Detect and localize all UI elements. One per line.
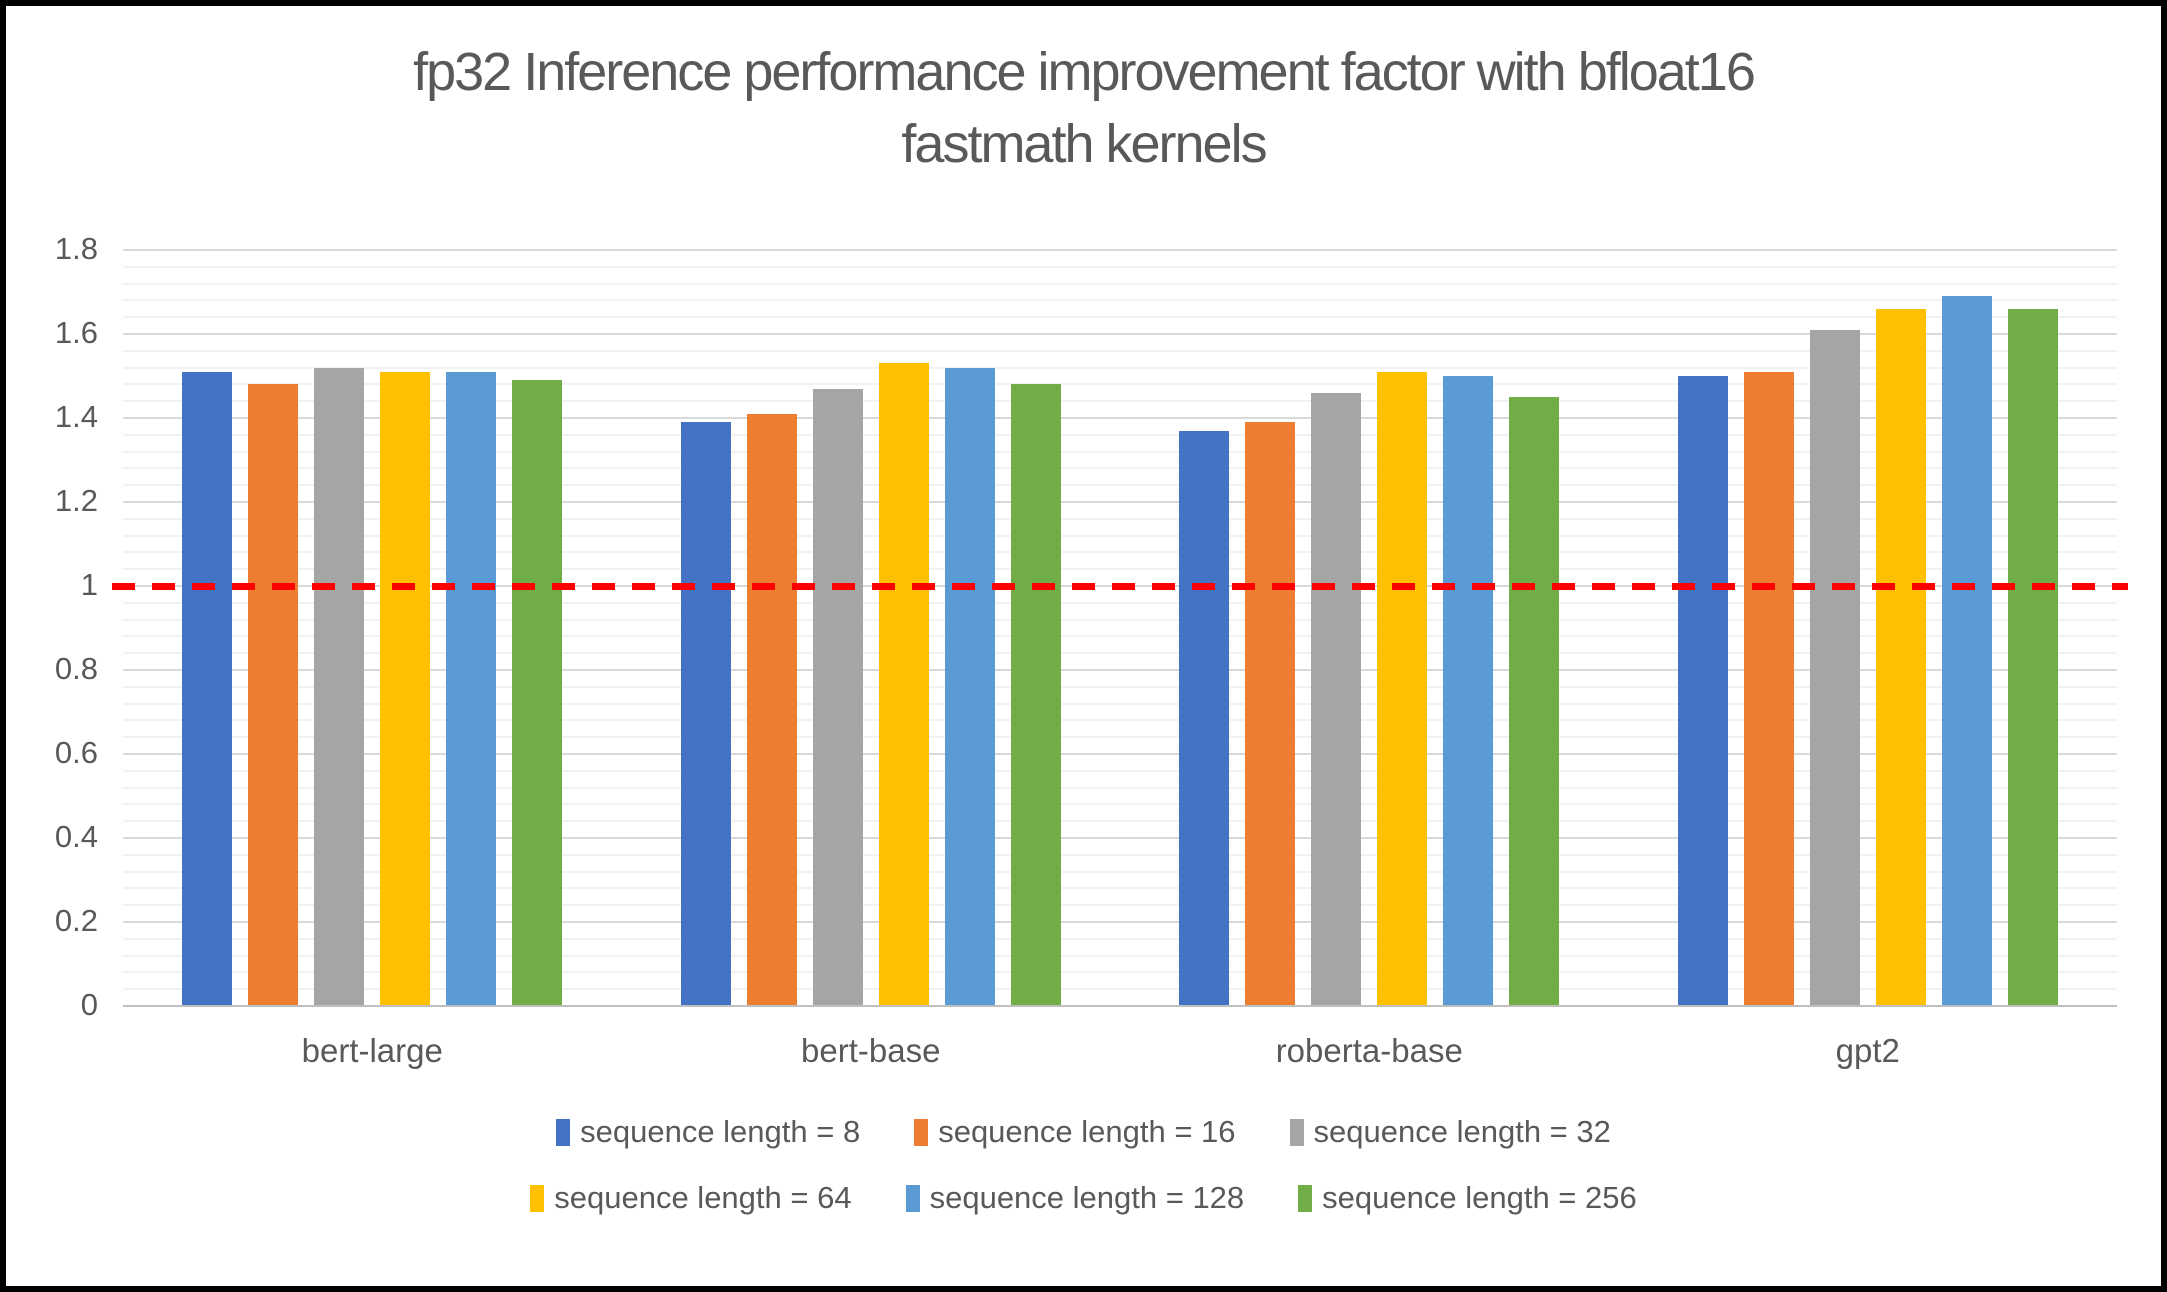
legend: sequence length = 8 sequence length = 16 s… [6,1114,2161,1216]
legend-label: sequence length = 256 [1322,1180,1637,1215]
bar-bert-base-seqseqseqseqseqseqseqseqseqseqseqseqseqseqseqseqseqseq8 [680,422,731,1006]
legend-item-4: sequence length = 64 [530,1180,852,1216]
bar-gpt2-seqseqseqseqseqseqseqseqseqseqseqseqseqseqseqseqseqseq128 [1941,296,1992,1006]
bar-bert-base-seqseqseqseqseqseqseqseqseqseqseqseqseqseqseqseqseqseq64 [878,363,929,1006]
bar-bert-large-seqseqseqseqseqseqseqseqseqseqseqseqseqseqseqseqseqseq16 [248,384,299,1006]
bar-bert-large-seqseqseqseqseqseqseqseqseqseqseqseqseqseqseqseqseqseq32 [314,367,365,1006]
legend-item-6: sequence length = 256 [1298,1180,1637,1216]
bar-bert-base-seqseqseqseqseqseqseqseqseqseqseqseqseqseqseqseqseqseq32 [812,388,863,1006]
chart-title-line-1: fp32 Inference performance improvement f… [413,42,1756,102]
y-tick-label-0.4: 0.4 [54,819,98,854]
bar-bert-base-seqseqseqseqseqseqseqseqseqseqseqseqseqseqseqseqseqseq128 [944,367,995,1006]
reference-line-y1 [112,582,2128,590]
bar-roberta-base-seqseqseqseqseqseqseqseqseqseqseqseqseqseqseqseqseqseq64 [1377,371,1428,1006]
minor-gridline [123,299,2117,302]
bar-bert-large-seqseqseqseqseqseqseqseqseqseqseqseqseqseqseqseqseqseq256 [512,380,563,1006]
y-tick-label-1.4: 1.4 [54,399,98,434]
minor-gridline [123,265,2117,268]
legend-label: sequence length = 32 [1313,1114,1611,1149]
legend-swatch-icon [556,1118,571,1146]
y-axis-labels: 0 0.2 0.4 0.6 0.8 1 1.2 1.4 1.6 1.8 [6,231,98,1022]
legend-swatch-icon [1298,1184,1313,1212]
y-tick-label-0.2: 0.2 [54,903,98,938]
bar-gpt2-seqseqseqseqseqseqseqseqseqseqseqseqseqseqseqseqseqseq16 [1743,371,1794,1006]
bar-gpt2-seqseqseqseqseqseqseqseqseqseqseqseqseqseqseqseqseqseq32 [1809,329,1860,1006]
legend-swatch-icon [914,1118,929,1146]
legend-item-3: sequence length = 32 [1289,1114,1611,1150]
bar-roberta-base-seqseqseqseqseqseqseqseqseqseqseqseqseqseqseqseqseqseq8 [1179,430,1230,1006]
legend-row-1: sequence length = 8 sequence length = 16 s… [556,1114,1611,1150]
chart-title-line-2: fastmath kernels [901,114,1267,174]
bar-gpt2-seqseqseqseqseqseqseqseqseqseqseqseqseqseqseqseqseqseq256 [2007,308,2058,1006]
legend-item-1: sequence length = 8 [556,1114,860,1150]
bar-bert-large-seqseqseqseqseqseqseqseqseqseqseqseqseqseqseqseqseqseq64 [380,371,431,1006]
x-category-label-gpt2: gpt2 [1835,1032,1900,1069]
bar-roberta-base-seqseqseqseqseqseqseqseqseqseqseqseqseqseqseqseqseqseq32 [1311,392,1362,1006]
legend-label: sequence length = 128 [929,1180,1245,1215]
legend-swatch-icon [530,1184,545,1212]
y-tick-label-1: 1 [80,567,98,602]
y-tick-label-0: 0 [80,987,98,1022]
y-tick-label-1.6: 1.6 [54,315,98,350]
x-category-label-roberta-base: roberta-base [1275,1032,1463,1069]
minor-gridline [123,316,2117,319]
bar-roberta-base-seqseqseqseqseqseqseqseqseqseqseqseqseqseqseqseqseqseq128 [1443,376,1494,1006]
bar-bert-large-seqseqseqseqseqseqseqseqseqseqseqseqseqseqseqseqseqseq8 [182,371,233,1006]
legend-item-5: sequence length = 128 [905,1180,1245,1216]
x-axis-line [123,1005,2117,1007]
minor-gridline [123,282,2117,285]
bar-bert-base-seqseqseqseqseqseqseqseqseqseqseqseqseqseqseqseqseqseq16 [746,413,797,1006]
legend-label: sequence length = 64 [554,1180,852,1215]
y-tick-label-0.8: 0.8 [54,651,98,686]
legend-item-2: sequence length = 16 [914,1114,1236,1150]
bar-roberta-base-seqseqseqseqseqseqseqseqseqseqseqseqseqseqseqseqseqseq16 [1245,422,1296,1006]
bar-gpt2-seqseqseqseqseqseqseqseqseqseqseqseqseqseqseqseqseqseq64 [1875,308,1926,1006]
bar-gpt2-seqseqseqseqseqseqseqseqseqseqseqseqseqseqseqseqseqseq8 [1677,376,1728,1006]
bar-bert-large-seqseqseqseqseqseqseqseqseqseqseqseqseqseqseqseqseqseq128 [446,371,497,1006]
legend-label: sequence length = 16 [938,1114,1236,1149]
y-tick-label-1.8: 1.8 [54,231,98,266]
legend-label: sequence length = 8 [580,1114,861,1149]
x-category-label-bert-large: bert-large [301,1032,443,1069]
bar-roberta-base-seqseqseqseqseqseqseqseqseqseqseqseqseqseqseqseqseqseq256 [1509,397,1560,1006]
legend-row-2: sequence length = 64 sequence length = 12… [530,1180,1637,1216]
legend-swatch-icon [1289,1118,1304,1146]
y-tick-label-0.6: 0.6 [54,735,98,770]
plot-area [112,249,2128,1007]
major-gridline [123,249,2117,251]
legend-swatch-icon [905,1184,920,1212]
x-category-label-bert-base: bert-base [801,1032,941,1069]
x-axis-labels: bert-large bert-base roberta-base gpt2 [123,1032,2117,1070]
y-tick-label-1.2: 1.2 [54,483,98,518]
bar-bert-base-seqseqseqseqseqseqseqseqseqseqseqseqseqseqseqseqseqseq256 [1010,384,1061,1006]
chart-title: fp32 Inference performance improvement f… [6,36,2161,180]
